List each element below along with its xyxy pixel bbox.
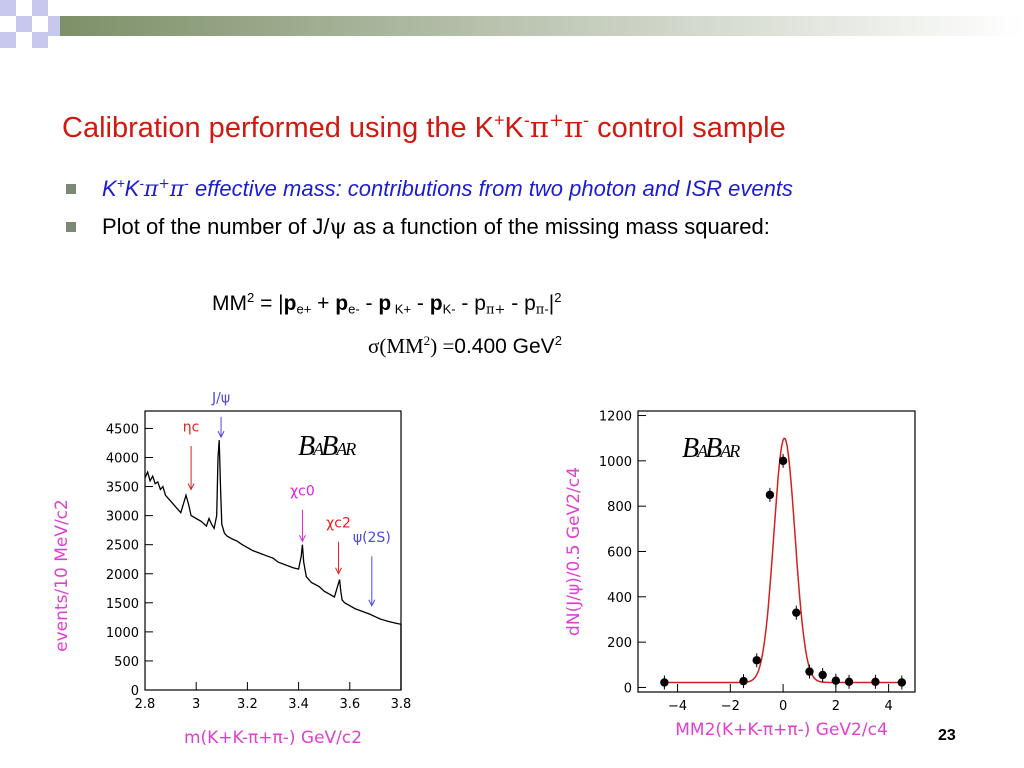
data-point xyxy=(818,670,827,680)
babar-logo: BABAR xyxy=(682,433,740,464)
x-tick-label: 0 xyxy=(779,699,787,714)
mass-spectrum-chart: 2.8 3 3.2 3.4 3.6 3.8 0 500 1000 1500 2000 2500 3000… xyxy=(52,390,412,748)
peak-label: J/ψ xyxy=(211,390,230,406)
bullet-marker xyxy=(66,222,76,232)
data-point xyxy=(765,490,775,500)
data-point xyxy=(739,676,748,686)
x-tick-label: 3.4 xyxy=(288,697,309,712)
data-point xyxy=(752,656,761,665)
x-axis-label: m(K+K-π+π-) GeV/c2 xyxy=(184,728,362,748)
peak-label: ψ(2S) xyxy=(353,530,391,546)
data-point xyxy=(778,456,788,466)
data-point xyxy=(831,676,841,685)
babar-logo: BABAR xyxy=(298,431,356,462)
peak-arrow-head xyxy=(217,430,225,439)
y-tick-label: 200 xyxy=(607,636,632,651)
y-tick-label: 400 xyxy=(607,591,632,606)
x-axis-label: MM2(K+K-π+π-) GeV2/c4 xyxy=(675,720,888,740)
resolution-formula: σ(MM2) =0.400 GeV2 xyxy=(368,333,562,358)
y-tick-label: 0 xyxy=(624,681,632,696)
y-tick-label: 500 xyxy=(114,655,139,670)
y-tick-label: 1000 xyxy=(106,626,139,641)
x-tick-label: 3.6 xyxy=(339,697,360,712)
peak-label: χc2 xyxy=(326,515,351,531)
bullet-list: K+K-π+π- effective mass: contributions f… xyxy=(64,174,964,250)
y-tick-label: 2000 xyxy=(106,568,139,583)
plot-border xyxy=(144,410,402,691)
x-tick-label: −2 xyxy=(721,699,740,714)
data-point xyxy=(805,667,814,676)
peak-arrow-head xyxy=(335,567,342,575)
plot-frame: 2.8 3 3.2 3.4 3.6 3.8 0 500 1000 1500 2000 2500 3000… xyxy=(106,410,412,712)
x-tick-label: −4 xyxy=(668,699,687,714)
peak-arrow-head xyxy=(187,483,195,491)
data-point xyxy=(792,608,801,617)
jpsi-yield-chart: −4 −2 0 2 4 0 200 400 600 800 1000 1200 BABAR MM2(K+K… xyxy=(564,410,916,740)
mass-spectrum-line xyxy=(144,440,402,690)
y-tick-label: 4000 xyxy=(106,452,139,467)
bullet-marker xyxy=(66,184,76,194)
slide-title: Calibration performed using the K+K-π+π-… xyxy=(62,110,786,144)
x-tick-label: 3 xyxy=(192,697,200,712)
y-tick-label: 0 xyxy=(131,684,139,699)
y-axis-label: events/10 MeV/c2 xyxy=(52,499,72,652)
data-point xyxy=(844,677,854,687)
y-tick-label: 800 xyxy=(607,500,632,515)
bullet-plot-description: Plot of the number of J/ψ as a function … xyxy=(64,212,964,242)
data-point xyxy=(660,678,669,687)
x-tick-label: 3.2 xyxy=(237,697,258,712)
page-number: 23 xyxy=(938,727,956,744)
x-tick-label: 3.8 xyxy=(391,697,412,712)
top-banner-decoration xyxy=(0,0,1024,60)
y-tick-label: 1000 xyxy=(599,455,632,470)
bullet-effective-mass: K+K-π+π- effective mass: contributions f… xyxy=(64,174,902,204)
peak-label: ηc xyxy=(183,419,200,435)
peak-arrow-head xyxy=(368,599,376,607)
plot-frame: −4 −2 0 2 4 0 200 400 600 800 1000 1200 xyxy=(599,410,916,714)
plot-border xyxy=(637,410,916,693)
peak-label: χc0 xyxy=(290,483,315,499)
y-tick-label: 1500 xyxy=(106,597,139,612)
y-tick-label: 3500 xyxy=(106,481,139,496)
peak-arrow-head xyxy=(298,534,306,543)
y-tick-label: 3000 xyxy=(106,510,139,525)
gaussian-fit-curve xyxy=(664,437,902,684)
x-tick-label: 2.8 xyxy=(135,697,156,712)
y-tick-label: 4500 xyxy=(106,422,139,437)
y-tick-label: 600 xyxy=(607,546,632,561)
data-point xyxy=(871,677,880,687)
x-tick-label: 4 xyxy=(884,699,892,714)
x-tick-label: 2 xyxy=(832,699,840,714)
data-point xyxy=(897,678,907,687)
missing-mass-formula: MM2 = |pe+ + pe- - p K+ - pK- - pπ+ - pπ… xyxy=(212,290,562,318)
y-axis-label: dN(J/ψ)/0.5 GeV2/c4 xyxy=(564,467,584,636)
y-tick-label: 2500 xyxy=(106,539,139,554)
y-tick-label: 1200 xyxy=(599,410,632,425)
